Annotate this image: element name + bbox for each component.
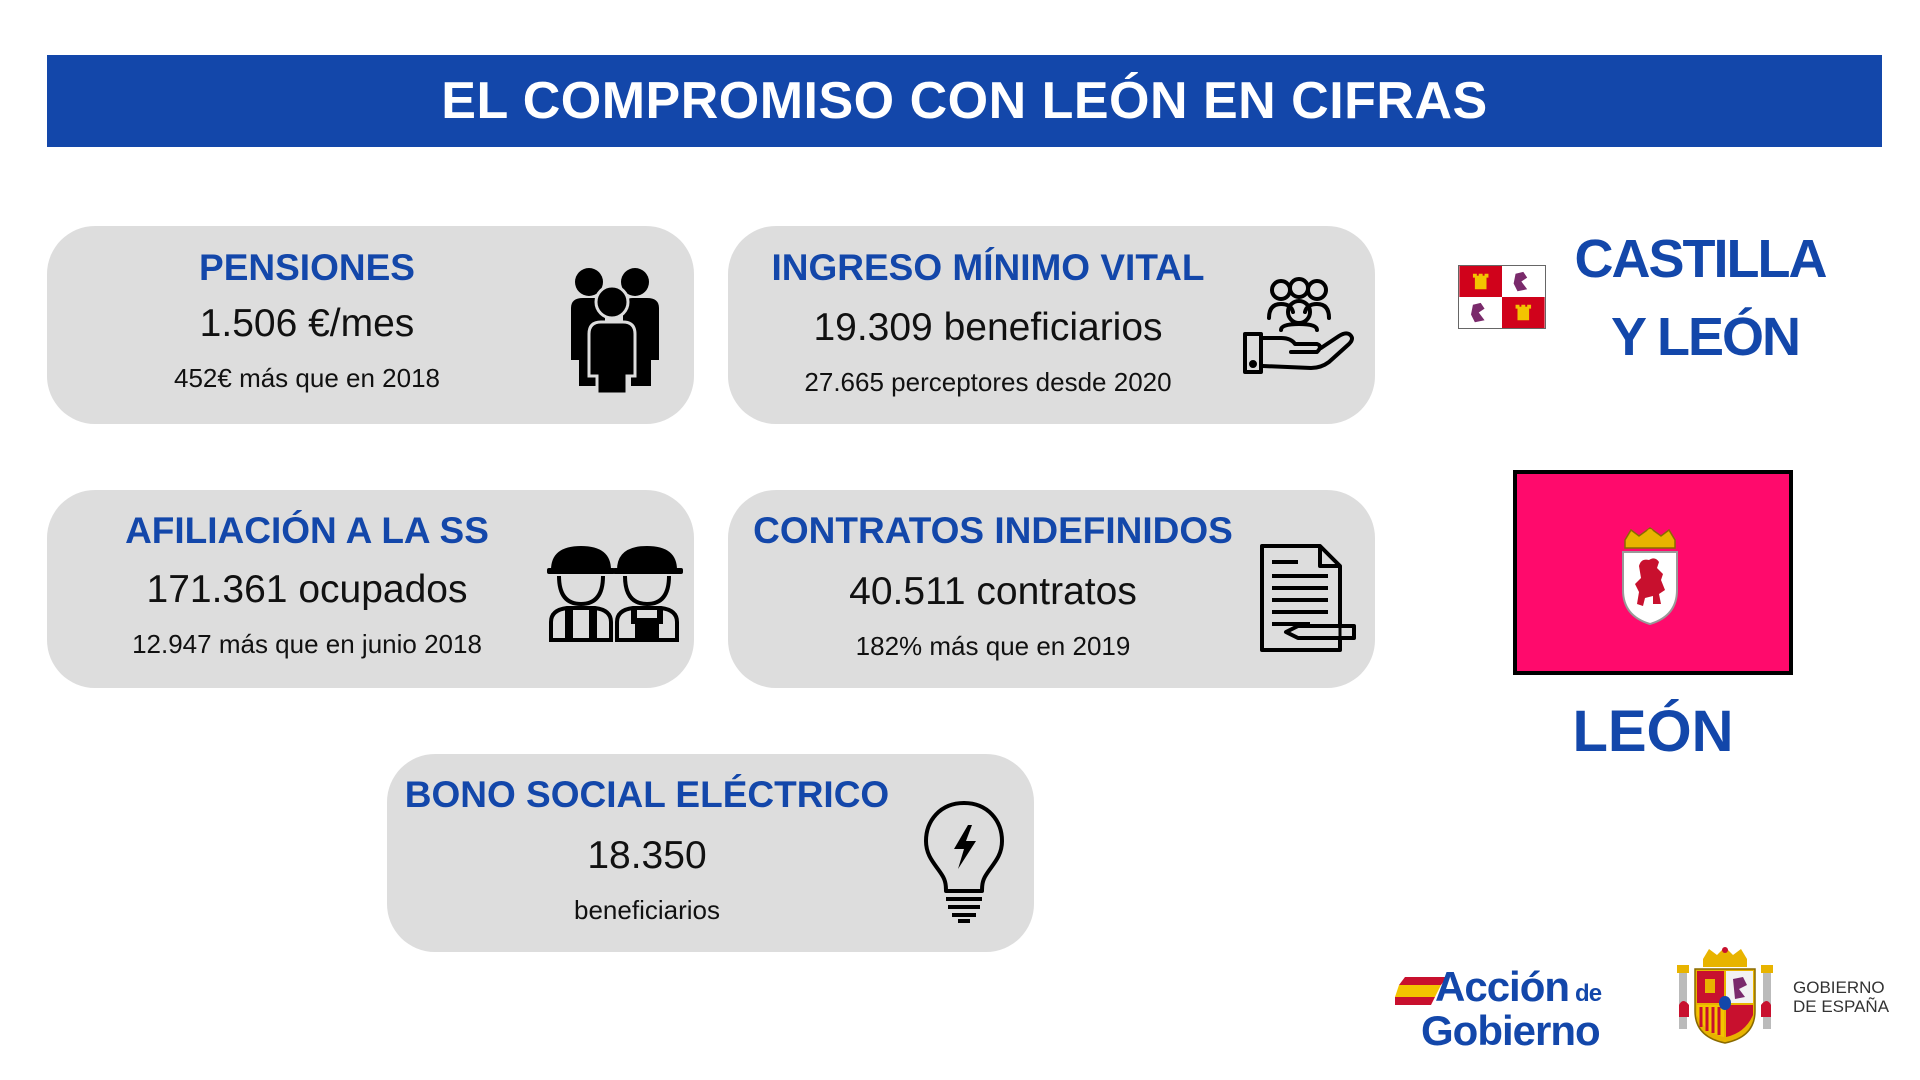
gobierno-text: Gobierno bbox=[1421, 1007, 1601, 1054]
spain-stripe-icon bbox=[1395, 977, 1447, 1005]
accion-de-text: de bbox=[1575, 980, 1602, 1007]
card-contratos-indefinidos: CONTRATOS INDEFINIDOS 40.511 contratos 1… bbox=[728, 490, 1375, 688]
card-subtext: beneficiarios bbox=[574, 895, 720, 925]
region-title-line1: CASTILLA bbox=[1574, 229, 1828, 289]
gobierno-espana-logo: GOBIERNO DE ESPAÑA bbox=[1793, 978, 1889, 1016]
gobierno-espana-line1: GOBIERNO bbox=[1793, 978, 1885, 997]
lightbulb-icon bbox=[924, 801, 1004, 923]
leon-flag bbox=[1513, 470, 1793, 675]
card-value: 18.350 bbox=[587, 834, 707, 877]
card-title: CONTRATOS INDEFINIDOS bbox=[753, 510, 1233, 551]
page-title-banner: EL COMPROMISO CON LEÓN EN CIFRAS bbox=[47, 55, 1882, 147]
card-value: 19.309 beneficiarios bbox=[813, 306, 1163, 349]
leon-coat-of-arms-icon bbox=[1622, 527, 1678, 626]
hand-people-icon bbox=[1243, 277, 1354, 374]
card-ingreso-minimo-vital: INGRESO MÍNIMO VITAL 19.309 beneficiario… bbox=[728, 226, 1375, 424]
card-afiliacion-ss: AFILIACIÓN A LA SS 171.361 ocupados 12.9… bbox=[47, 490, 694, 688]
people-group-icon bbox=[571, 268, 659, 396]
card-pensiones: PENSIONES 1.506 €/mes 452€ más que en 20… bbox=[47, 226, 694, 424]
card-title: PENSIONES bbox=[199, 247, 415, 288]
page-title: EL COMPROMISO CON LEÓN EN CIFRAS bbox=[441, 72, 1488, 130]
accion-text: Acción bbox=[1435, 963, 1570, 1010]
card-title: BONO SOCIAL ELÉCTRICO bbox=[404, 774, 890, 815]
card-subtext: 27.665 perceptores desde 2020 bbox=[804, 367, 1172, 397]
region-title-line2: Y LEÓN bbox=[1610, 307, 1801, 367]
card-value: 1.506 €/mes bbox=[199, 302, 415, 345]
card-value: 171.361 ocupados bbox=[146, 568, 468, 611]
card-subtext: 182% más que en 2019 bbox=[855, 631, 1131, 661]
contract-document-icon bbox=[1260, 544, 1356, 652]
card-title: AFILIACIÓN A LA SS bbox=[125, 510, 489, 551]
gobierno-espana-line2: DE ESPAÑA bbox=[1793, 997, 1890, 1016]
workers-icon bbox=[547, 546, 683, 642]
card-bono-social-electrico: BONO SOCIAL ELÉCTRICO 18.350 beneficiari… bbox=[387, 754, 1034, 952]
card-title: INGRESO MÍNIMO VITAL bbox=[771, 247, 1205, 288]
castilla-leon-flag-icon bbox=[1458, 265, 1546, 329]
spain-coat-of-arms-icon bbox=[1677, 947, 1773, 1044]
card-value: 40.511 contratos bbox=[849, 570, 1137, 613]
card-subtext: 452€ más que en 2018 bbox=[174, 363, 440, 393]
province-title: LEÓN bbox=[1572, 699, 1734, 764]
card-subtext: 12.947 más que en junio 2018 bbox=[132, 629, 482, 659]
